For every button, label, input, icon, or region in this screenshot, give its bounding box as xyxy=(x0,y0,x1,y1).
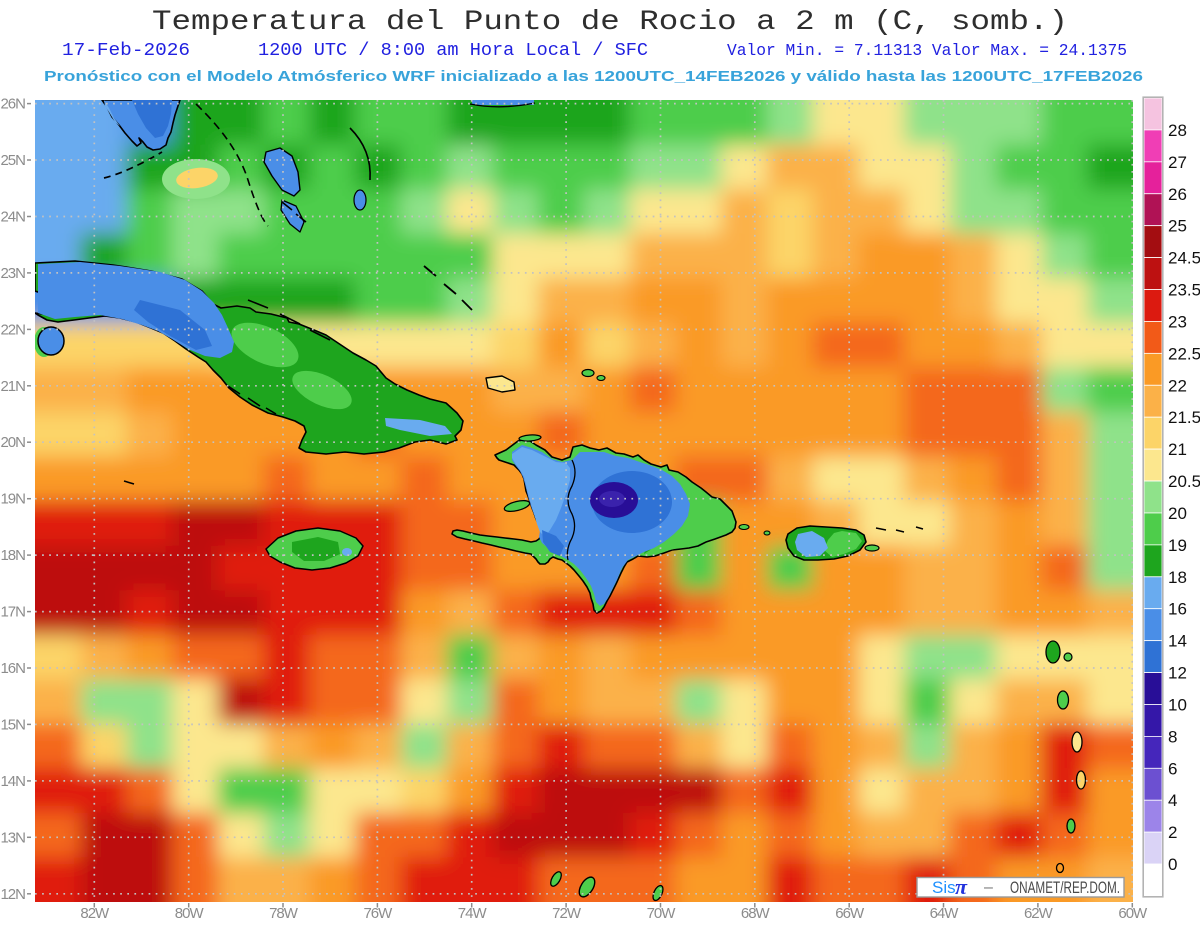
svg-text:–: – xyxy=(984,879,993,896)
svg-text:22: 22 xyxy=(1168,376,1187,395)
svg-text:26N: 26N xyxy=(0,96,25,113)
svg-text:Temperatura del Punto de Rocio: Temperatura del Punto de Rocio a 2 m (C,… xyxy=(152,7,1068,38)
svg-text:76W: 76W xyxy=(363,905,393,922)
svg-text:18N: 18N xyxy=(0,547,25,564)
svg-text:19N: 19N xyxy=(0,491,25,508)
svg-text:25: 25 xyxy=(1168,217,1187,236)
svg-text:13N: 13N xyxy=(0,829,25,846)
svg-text:Sis: Sis xyxy=(932,878,956,897)
svg-text:78W: 78W xyxy=(269,905,299,922)
svg-text:12N: 12N xyxy=(0,886,25,903)
svg-text:6: 6 xyxy=(1168,759,1177,778)
svg-text:25N: 25N xyxy=(0,152,25,169)
svg-text:70W: 70W xyxy=(647,905,677,922)
svg-text:23: 23 xyxy=(1168,312,1187,331)
svg-text:20N: 20N xyxy=(0,434,25,451)
svg-text:26: 26 xyxy=(1168,185,1187,204)
svg-text:23.5: 23.5 xyxy=(1168,281,1200,300)
svg-text:10: 10 xyxy=(1168,695,1187,714)
svg-text:Pronóstico con el Modelo Atmós: Pronóstico con el Modelo Atmósferico WRF… xyxy=(44,68,1143,85)
svg-text:28: 28 xyxy=(1168,121,1187,140)
svg-text:14: 14 xyxy=(1168,632,1187,651)
svg-text:68W: 68W xyxy=(741,905,771,922)
svg-text:21.5: 21.5 xyxy=(1168,408,1200,427)
svg-text:62W: 62W xyxy=(1024,905,1054,922)
svg-text:21: 21 xyxy=(1168,440,1187,459)
svg-text:82W: 82W xyxy=(80,905,110,922)
svg-text:Valor Min. = 7.11313 Valor Ma: Valor Min. = 7.11313 Valor Max. = 24.137… xyxy=(727,41,1127,60)
svg-text:17-Feb-2026: 17-Feb-2026 xyxy=(62,41,190,61)
svg-text:72W: 72W xyxy=(552,905,582,922)
svg-text:18: 18 xyxy=(1168,568,1187,587)
svg-text:22.5: 22.5 xyxy=(1168,344,1200,363)
svg-text:16: 16 xyxy=(1168,600,1187,619)
svg-text:ONAMET/REP.DOM.: ONAMET/REP.DOM. xyxy=(1010,878,1120,897)
svg-text:19: 19 xyxy=(1168,536,1187,555)
svg-text:80W: 80W xyxy=(175,905,205,922)
svg-text:8: 8 xyxy=(1168,727,1177,746)
svg-text:74W: 74W xyxy=(458,905,488,922)
svg-text:24N: 24N xyxy=(0,209,25,226)
svg-text:0: 0 xyxy=(1168,855,1177,874)
svg-text:60W: 60W xyxy=(1118,905,1148,922)
svg-text:14N: 14N xyxy=(0,773,25,790)
svg-text:15N: 15N xyxy=(0,716,25,733)
svg-text:24.5: 24.5 xyxy=(1168,249,1200,268)
svg-text:1200 UTC / 8:00 am Hora Local: 1200 UTC / 8:00 am Hora Local / SFC xyxy=(258,41,648,61)
svg-text:22N: 22N xyxy=(0,321,25,338)
svg-text:64W: 64W xyxy=(930,905,960,922)
svg-text:π: π xyxy=(955,874,968,899)
svg-text:17N: 17N xyxy=(0,604,25,621)
svg-text:4: 4 xyxy=(1168,791,1177,810)
svg-text:27: 27 xyxy=(1168,153,1187,172)
svg-text:21N: 21N xyxy=(0,378,25,395)
svg-text:2: 2 xyxy=(1168,823,1177,842)
svg-text:20: 20 xyxy=(1168,504,1187,523)
svg-text:12: 12 xyxy=(1168,664,1187,683)
svg-text:16N: 16N xyxy=(0,660,25,677)
svg-text:20.5: 20.5 xyxy=(1168,472,1200,491)
svg-text:23N: 23N xyxy=(0,265,25,282)
svg-text:66W: 66W xyxy=(835,905,865,922)
